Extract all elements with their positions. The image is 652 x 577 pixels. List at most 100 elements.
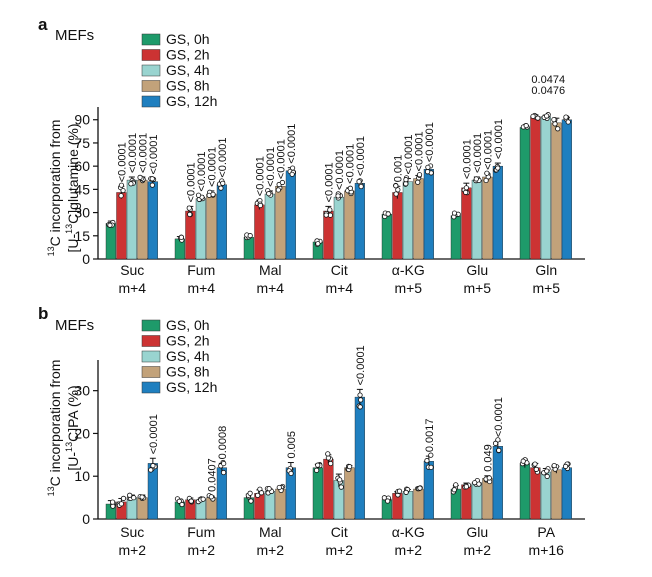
panel-b-replicate-point — [200, 496, 206, 502]
panel-b-replicate-point — [148, 467, 154, 473]
panel-a-replicate-point — [463, 189, 469, 195]
panel-b-replicate-point — [325, 451, 331, 457]
panel-b-replicate-point — [188, 498, 194, 504]
panel-a-bar — [551, 122, 562, 260]
panel-b-category-isotopologue: m+2 — [394, 542, 422, 558]
panel-b-replicate-point — [385, 498, 391, 504]
panel-b-bar — [519, 463, 530, 520]
panel-a-replicate-point — [327, 212, 333, 218]
panel-a-bar — [216, 184, 227, 260]
panel-a-p-value: <0.0001 — [424, 122, 436, 162]
panel-b-replicate-point — [486, 475, 492, 481]
panel-a-p-value: <0.0001 — [472, 133, 484, 173]
panel-b-replicate-point — [258, 490, 265, 496]
panel-a-y-tick-label: 75 — [74, 135, 90, 151]
panel-a-bar — [323, 210, 334, 260]
panel-b-bar — [423, 461, 434, 520]
panel-a-category-label: Suc — [120, 262, 144, 278]
panel-a-replicate-point — [289, 171, 295, 177]
panel-b-replicate-point — [179, 501, 185, 508]
panel-a-p-value: <0.0001 — [127, 133, 139, 173]
panel-a-p-value: <0.0001 — [275, 139, 287, 179]
panel-a-replicate-point — [425, 164, 431, 170]
panel-a-bar — [540, 116, 551, 260]
panel-b-bar — [275, 488, 286, 520]
panel-a-y-tick-label: 0 — [82, 251, 90, 267]
panel-a-bar — [461, 187, 472, 260]
panel-b-replicate-point — [127, 492, 133, 498]
panel-b-replicate-point — [357, 392, 363, 398]
panel-a-replicate-point — [393, 183, 399, 189]
panel-b-replicate-point — [176, 498, 182, 504]
panel-b-p-value: 0.049 — [482, 444, 494, 472]
panel-b-replicate-point — [495, 437, 501, 443]
panel-b-letter: b — [38, 304, 48, 323]
panel-a-bar — [285, 170, 296, 260]
panel-a-p-value: <0.0001 — [254, 156, 266, 196]
panel-a-bar — [492, 165, 503, 260]
panel-b-category-isotopologue: m+2 — [187, 542, 215, 558]
panel-b-replicate-point — [255, 492, 261, 498]
panel-a-p-value: <0.0001 — [116, 142, 128, 182]
panel-b-replicate-point — [532, 461, 538, 467]
panel-a-replicate-point — [327, 207, 333, 213]
panel-b-title: MEFs — [55, 317, 94, 334]
panel-a-legend-swatch — [141, 49, 161, 61]
panel-b-bar — [551, 469, 562, 520]
panel-a-replicate-point — [137, 174, 143, 180]
panel-a-p-value: <0.0001 — [334, 150, 346, 190]
panel-a-replicate-point — [565, 119, 571, 125]
panel-b-replicate-point — [247, 490, 253, 496]
panel-b-p-value: <0.0001 — [148, 414, 160, 454]
panel-b-ylabel-line2: [U-13C]PA (%) — [64, 385, 81, 470]
panel-a-bar — [147, 181, 158, 260]
panel-a-legend-swatch — [141, 80, 161, 92]
panel-a-legend-swatch — [141, 33, 161, 46]
panel-a-bar — [482, 176, 493, 260]
panel-a-bar — [275, 186, 286, 260]
panel-b-replicate-point — [472, 480, 478, 486]
panel-a-legend-label: GS, 2h — [166, 47, 210, 63]
panel-a-bar — [519, 127, 530, 260]
panel-b-category-label: α-KG — [392, 524, 425, 540]
panel-a-replicate-point — [385, 211, 391, 217]
panel-b-bar — [264, 490, 275, 520]
panel-b-bar — [561, 467, 572, 520]
panel-a-replicate-point — [463, 185, 469, 191]
panel-b-p-value: 0.0407 — [206, 458, 218, 492]
panel-b-category-label: Cit — [331, 524, 348, 540]
panel-a-title: MEFs — [55, 27, 94, 44]
panel-a-replicate-point — [218, 185, 224, 191]
panel-b-category-label: Mal — [259, 524, 282, 540]
panel-a-category-label: Gln — [535, 262, 557, 278]
panel-a-replicate-point — [416, 172, 423, 178]
panel-a-replicate-point — [323, 212, 329, 218]
panel-a-replicate-point — [424, 169, 431, 175]
panel-a-bar — [392, 192, 403, 260]
panel-b-replicate-point — [403, 489, 409, 495]
panel-b-replicate-point — [396, 488, 403, 494]
panel-b-category-label: Suc — [120, 524, 144, 540]
panel-a-replicate-point — [495, 165, 501, 171]
panel-a-category-label: Fum — [187, 262, 215, 278]
panel-a-category-label: Glu — [466, 262, 488, 278]
panel-b-replicate-point — [347, 464, 353, 470]
panel-a-replicate-point — [120, 187, 126, 194]
panel-b-category-label: Fum — [187, 524, 215, 540]
panel-a-bar — [185, 210, 196, 260]
panel-a-replicate-point — [563, 114, 569, 120]
panel-b-replicate-point — [315, 462, 321, 468]
panel-a-p-value: <0.0001 — [137, 133, 149, 173]
panel-a-replicate-point — [275, 187, 281, 193]
panel-b-replicate-point — [120, 495, 127, 501]
panel-a-bar — [530, 116, 541, 260]
panel-a-category-label: Cit — [331, 262, 348, 278]
panel-a-p-value: <0.0001 — [461, 139, 473, 179]
panel-a-bar — [264, 193, 275, 260]
panel-a-category-isotopologue: m+4 — [256, 280, 284, 296]
panel-a-ylabel-line2: [U-13C]glutamine (%) — [64, 123, 81, 252]
panel-b-replicate-point — [463, 484, 469, 490]
panel-a-replicate-point — [358, 183, 364, 190]
panel-b-legend-swatch — [141, 335, 161, 347]
panel-a-replicate-point — [335, 193, 341, 199]
